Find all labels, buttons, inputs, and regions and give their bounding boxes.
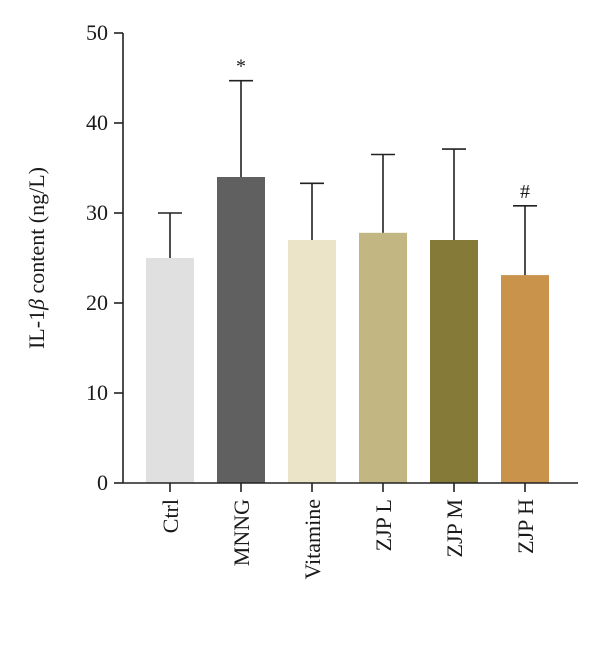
y-tick-label: 40 (86, 110, 108, 135)
significance-mark-zjp-h: # (520, 181, 530, 203)
y-tick-label: 10 (86, 380, 108, 405)
y-axis: 0 10 20 30 40 50 (86, 20, 124, 495)
x-tick-label: Vitamine (300, 499, 325, 580)
x-tick-label: ZJP L (371, 499, 396, 551)
bar-zjp-l (359, 232, 407, 483)
bar-vitamine (288, 240, 336, 483)
error-bars-layer (158, 79, 537, 276)
y-axis-label: IL-1β content (ng/L) (24, 167, 49, 349)
bar-mnng (217, 177, 265, 483)
bar-zjp-m (430, 240, 478, 483)
bars-layer (146, 177, 549, 483)
significance-mark-mnng: * (236, 56, 246, 78)
y-tick-label: 50 (86, 20, 108, 45)
y-tick-label: 0 (97, 470, 108, 495)
bar-zjp-h (501, 275, 549, 483)
x-axis: Ctrl MNNG Vitamine ZJP L ZJP M ZJP H (123, 482, 578, 580)
x-tick-label: MNNG (229, 499, 254, 566)
y-tick-label: 30 (86, 200, 108, 225)
annotations-layer: *# (236, 56, 530, 203)
bar-ctrl (146, 258, 194, 483)
x-tick-label: ZJP M (442, 499, 467, 557)
y-tick-label: 20 (86, 290, 108, 315)
x-tick-label: Ctrl (158, 499, 183, 533)
x-tick-label: ZJP H (513, 499, 538, 554)
